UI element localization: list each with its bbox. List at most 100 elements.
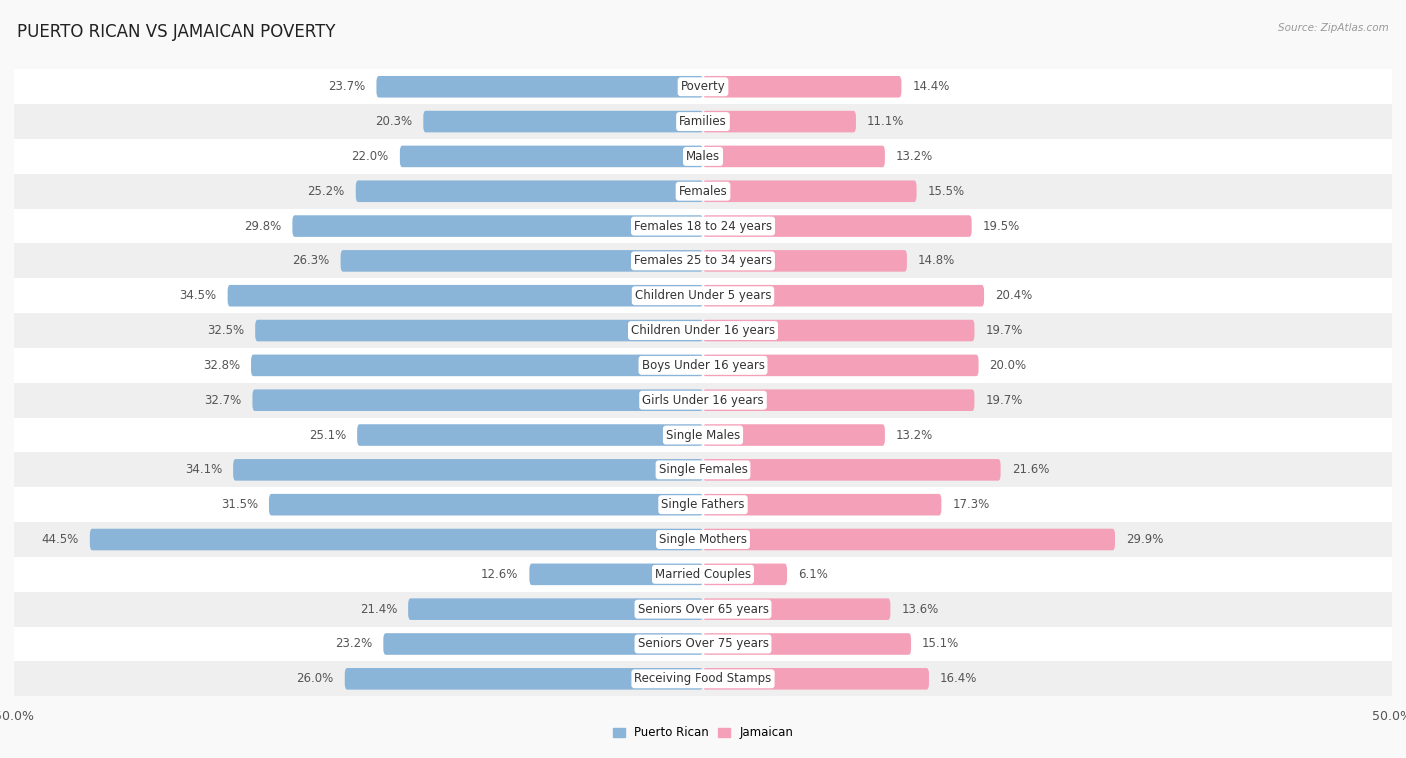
FancyBboxPatch shape — [703, 146, 884, 168]
FancyBboxPatch shape — [423, 111, 703, 133]
FancyBboxPatch shape — [357, 424, 703, 446]
FancyBboxPatch shape — [703, 111, 856, 133]
FancyBboxPatch shape — [408, 598, 703, 620]
Text: Females 25 to 34 years: Females 25 to 34 years — [634, 255, 772, 268]
FancyBboxPatch shape — [703, 424, 884, 446]
FancyBboxPatch shape — [14, 69, 1392, 104]
Text: 16.4%: 16.4% — [941, 672, 977, 685]
FancyBboxPatch shape — [703, 215, 972, 236]
Text: Receiving Food Stamps: Receiving Food Stamps — [634, 672, 772, 685]
FancyBboxPatch shape — [703, 494, 942, 515]
FancyBboxPatch shape — [14, 174, 1392, 208]
Text: Boys Under 16 years: Boys Under 16 years — [641, 359, 765, 372]
Text: 15.1%: 15.1% — [922, 637, 959, 650]
Text: Children Under 5 years: Children Under 5 years — [634, 290, 772, 302]
Text: 13.2%: 13.2% — [896, 150, 934, 163]
Text: 20.0%: 20.0% — [990, 359, 1026, 372]
Text: 19.7%: 19.7% — [986, 393, 1022, 407]
FancyBboxPatch shape — [14, 383, 1392, 418]
FancyBboxPatch shape — [14, 243, 1392, 278]
Text: Poverty: Poverty — [681, 80, 725, 93]
FancyBboxPatch shape — [233, 459, 703, 481]
FancyBboxPatch shape — [703, 76, 901, 98]
Text: 26.3%: 26.3% — [292, 255, 329, 268]
FancyBboxPatch shape — [377, 76, 703, 98]
FancyBboxPatch shape — [14, 453, 1392, 487]
FancyBboxPatch shape — [703, 390, 974, 411]
Text: 13.6%: 13.6% — [901, 603, 939, 615]
FancyBboxPatch shape — [703, 563, 787, 585]
FancyBboxPatch shape — [703, 459, 1001, 481]
Text: Married Couples: Married Couples — [655, 568, 751, 581]
FancyBboxPatch shape — [14, 662, 1392, 697]
Text: Source: ZipAtlas.com: Source: ZipAtlas.com — [1278, 23, 1389, 33]
Text: 6.1%: 6.1% — [799, 568, 828, 581]
Text: 14.8%: 14.8% — [918, 255, 955, 268]
Text: 32.8%: 32.8% — [202, 359, 240, 372]
Text: Single Fathers: Single Fathers — [661, 498, 745, 511]
FancyBboxPatch shape — [344, 668, 703, 690]
Text: 21.4%: 21.4% — [360, 603, 396, 615]
FancyBboxPatch shape — [14, 104, 1392, 139]
FancyBboxPatch shape — [14, 278, 1392, 313]
Text: 44.5%: 44.5% — [42, 533, 79, 546]
Text: Females: Females — [679, 185, 727, 198]
Text: 31.5%: 31.5% — [221, 498, 257, 511]
FancyBboxPatch shape — [14, 557, 1392, 592]
Text: 20.3%: 20.3% — [375, 115, 412, 128]
FancyBboxPatch shape — [292, 215, 703, 236]
FancyBboxPatch shape — [356, 180, 703, 202]
FancyBboxPatch shape — [269, 494, 703, 515]
FancyBboxPatch shape — [14, 418, 1392, 453]
FancyBboxPatch shape — [14, 348, 1392, 383]
Text: Seniors Over 75 years: Seniors Over 75 years — [637, 637, 769, 650]
Text: 21.6%: 21.6% — [1012, 463, 1049, 476]
FancyBboxPatch shape — [14, 522, 1392, 557]
FancyBboxPatch shape — [14, 592, 1392, 627]
FancyBboxPatch shape — [90, 529, 703, 550]
Text: 26.0%: 26.0% — [297, 672, 333, 685]
Text: 34.5%: 34.5% — [180, 290, 217, 302]
FancyBboxPatch shape — [703, 633, 911, 655]
Text: 11.1%: 11.1% — [868, 115, 904, 128]
Text: Single Males: Single Males — [666, 428, 740, 441]
Legend: Puerto Rican, Jamaican: Puerto Rican, Jamaican — [607, 722, 799, 744]
FancyBboxPatch shape — [14, 208, 1392, 243]
FancyBboxPatch shape — [252, 355, 703, 376]
Text: 19.5%: 19.5% — [983, 220, 1019, 233]
FancyBboxPatch shape — [703, 355, 979, 376]
FancyBboxPatch shape — [384, 633, 703, 655]
FancyBboxPatch shape — [703, 320, 974, 341]
Text: Seniors Over 65 years: Seniors Over 65 years — [637, 603, 769, 615]
Text: Males: Males — [686, 150, 720, 163]
Text: 23.2%: 23.2% — [335, 637, 373, 650]
Text: Girls Under 16 years: Girls Under 16 years — [643, 393, 763, 407]
FancyBboxPatch shape — [703, 180, 917, 202]
FancyBboxPatch shape — [14, 487, 1392, 522]
Text: 14.4%: 14.4% — [912, 80, 950, 93]
FancyBboxPatch shape — [254, 320, 703, 341]
Text: 29.9%: 29.9% — [1126, 533, 1163, 546]
FancyBboxPatch shape — [14, 313, 1392, 348]
Text: Families: Families — [679, 115, 727, 128]
FancyBboxPatch shape — [399, 146, 703, 168]
FancyBboxPatch shape — [253, 390, 703, 411]
Text: 19.7%: 19.7% — [986, 324, 1022, 337]
Text: 13.2%: 13.2% — [896, 428, 934, 441]
FancyBboxPatch shape — [703, 529, 1115, 550]
FancyBboxPatch shape — [703, 598, 890, 620]
FancyBboxPatch shape — [14, 627, 1392, 662]
FancyBboxPatch shape — [703, 285, 984, 306]
Text: 25.1%: 25.1% — [309, 428, 346, 441]
Text: 25.2%: 25.2% — [308, 185, 344, 198]
Text: 17.3%: 17.3% — [952, 498, 990, 511]
FancyBboxPatch shape — [530, 563, 703, 585]
Text: 15.5%: 15.5% — [928, 185, 965, 198]
FancyBboxPatch shape — [703, 668, 929, 690]
Text: 32.5%: 32.5% — [207, 324, 245, 337]
FancyBboxPatch shape — [703, 250, 907, 271]
FancyBboxPatch shape — [14, 139, 1392, 174]
Text: 12.6%: 12.6% — [481, 568, 519, 581]
Text: 22.0%: 22.0% — [352, 150, 389, 163]
Text: Children Under 16 years: Children Under 16 years — [631, 324, 775, 337]
